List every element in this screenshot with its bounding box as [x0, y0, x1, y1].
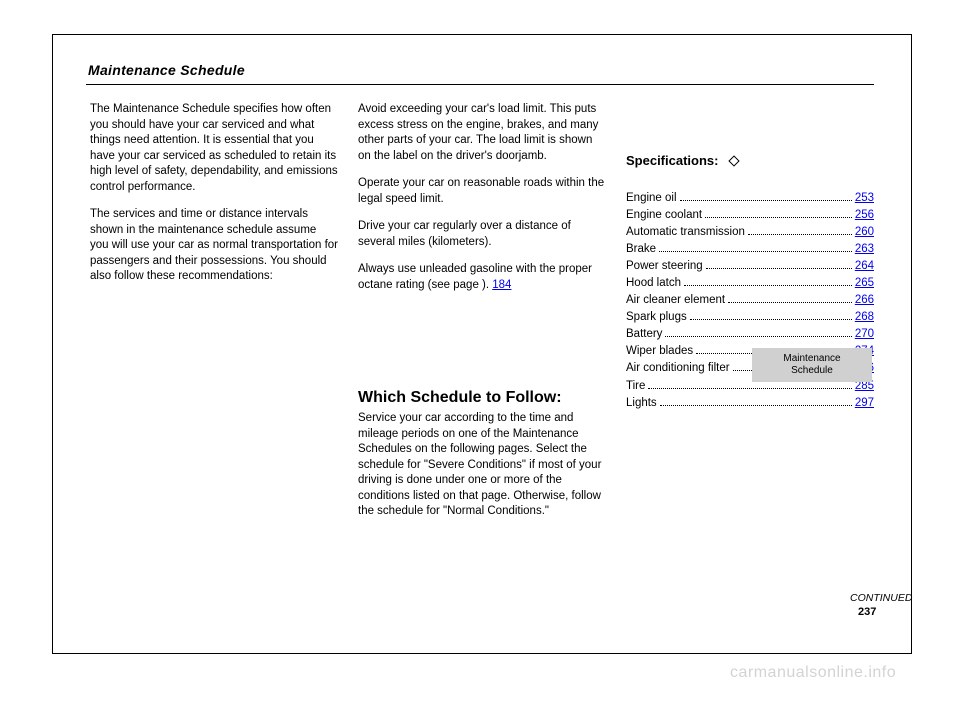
spec-row: Engine oil 253 — [626, 190, 874, 206]
section-tab-line1: Maintenance — [783, 353, 840, 365]
spec-row: Automatic transmission 260 — [626, 224, 874, 240]
col2-bullet-2: Operate your car on reasonable roads wit… — [358, 177, 604, 205]
spec-page-link[interactable]: 270 — [855, 326, 874, 342]
col2-bullet-4: Always use unleaded gasoline with the pr… — [358, 263, 592, 291]
spec-label: Air conditioning filter — [626, 360, 730, 376]
col2-bullet-3: Drive your car regularly over a distance… — [358, 220, 571, 248]
spec-label: Automatic transmission — [626, 224, 745, 240]
spec-row: Battery 270 — [626, 326, 874, 342]
spec-page-link[interactable]: 253 — [855, 190, 874, 206]
spec-page-link[interactable]: 260 — [855, 224, 874, 240]
column-2-upper: Avoid exceeding your car's load limit. T… — [358, 102, 606, 305]
col1-para-1: The Maintenance Schedule specifies how o… — [90, 102, 338, 195]
spec-page-link[interactable]: 297 — [855, 395, 874, 411]
spec-label: Battery — [626, 326, 662, 342]
spec-dots — [665, 336, 851, 337]
spec-page-link[interactable]: 264 — [855, 258, 874, 274]
spec-dots — [659, 251, 852, 252]
spec-label: Spark plugs — [626, 309, 687, 325]
spec-row: Hood latch 265 — [626, 275, 874, 291]
spec-dots — [648, 388, 851, 389]
spec-page-link[interactable]: 263 — [855, 241, 874, 257]
continued-label: CONTINUED — [850, 592, 912, 604]
col1-para-2: The services and time or distance interv… — [90, 207, 338, 285]
spec-page-link[interactable]: 265 — [855, 275, 874, 291]
spec-label: Engine oil — [626, 190, 677, 206]
spec-row: Brake 263 — [626, 241, 874, 257]
watermark: carmanualsonline.info — [730, 664, 896, 682]
spec-label: Air cleaner element — [626, 292, 725, 308]
spec-dots — [684, 285, 852, 286]
spec-page-link[interactable]: 268 — [855, 309, 874, 325]
spec-row: Lights 297 — [626, 395, 874, 411]
spec-dots — [706, 268, 852, 269]
column-1: The Maintenance Schedule specifies how o… — [90, 102, 338, 297]
spec-row: Spark plugs 268 — [626, 309, 874, 325]
diamond-icon — [728, 155, 739, 166]
spec-label: Lights — [626, 395, 657, 411]
page-number: 237 — [858, 606, 876, 618]
title-rule — [86, 84, 874, 85]
spec-label: Hood latch — [626, 275, 681, 291]
spec-dots — [690, 319, 852, 320]
spec-row: Power steering 264 — [626, 258, 874, 274]
which-schedule-text: Service your car according to the time a… — [358, 411, 606, 520]
which-schedule-heading: Which Schedule to Follow: — [358, 389, 606, 407]
column-2-lower: Which Schedule to Follow: Service your c… — [358, 389, 606, 532]
spec-dots — [748, 234, 852, 235]
spec-row: Air cleaner element 266 — [626, 292, 874, 308]
specifications-heading: Specifications: — [626, 153, 718, 168]
spec-page-link[interactable]: 266 — [855, 292, 874, 308]
section-tab: Maintenance Schedule — [752, 348, 872, 382]
spec-row: Engine coolant 256 — [626, 207, 874, 223]
spec-dots — [728, 302, 852, 303]
spec-label: Engine coolant — [626, 207, 702, 223]
page-title: Maintenance Schedule — [88, 62, 245, 78]
spec-dots — [660, 405, 852, 406]
spec-page-link[interactable]: 256 — [855, 207, 874, 223]
section-tab-line2: Schedule — [791, 365, 833, 377]
spec-label: Power steering — [626, 258, 703, 274]
spec-label: Tire — [626, 378, 645, 394]
spec-dots — [705, 217, 852, 218]
spec-dots — [680, 200, 852, 201]
spec-label: Wiper blades — [626, 343, 693, 359]
octane-page-link[interactable]: 184 — [492, 279, 511, 291]
col2-bullet-1: Avoid exceeding your car's load limit. T… — [358, 103, 598, 162]
spec-label: Brake — [626, 241, 656, 257]
